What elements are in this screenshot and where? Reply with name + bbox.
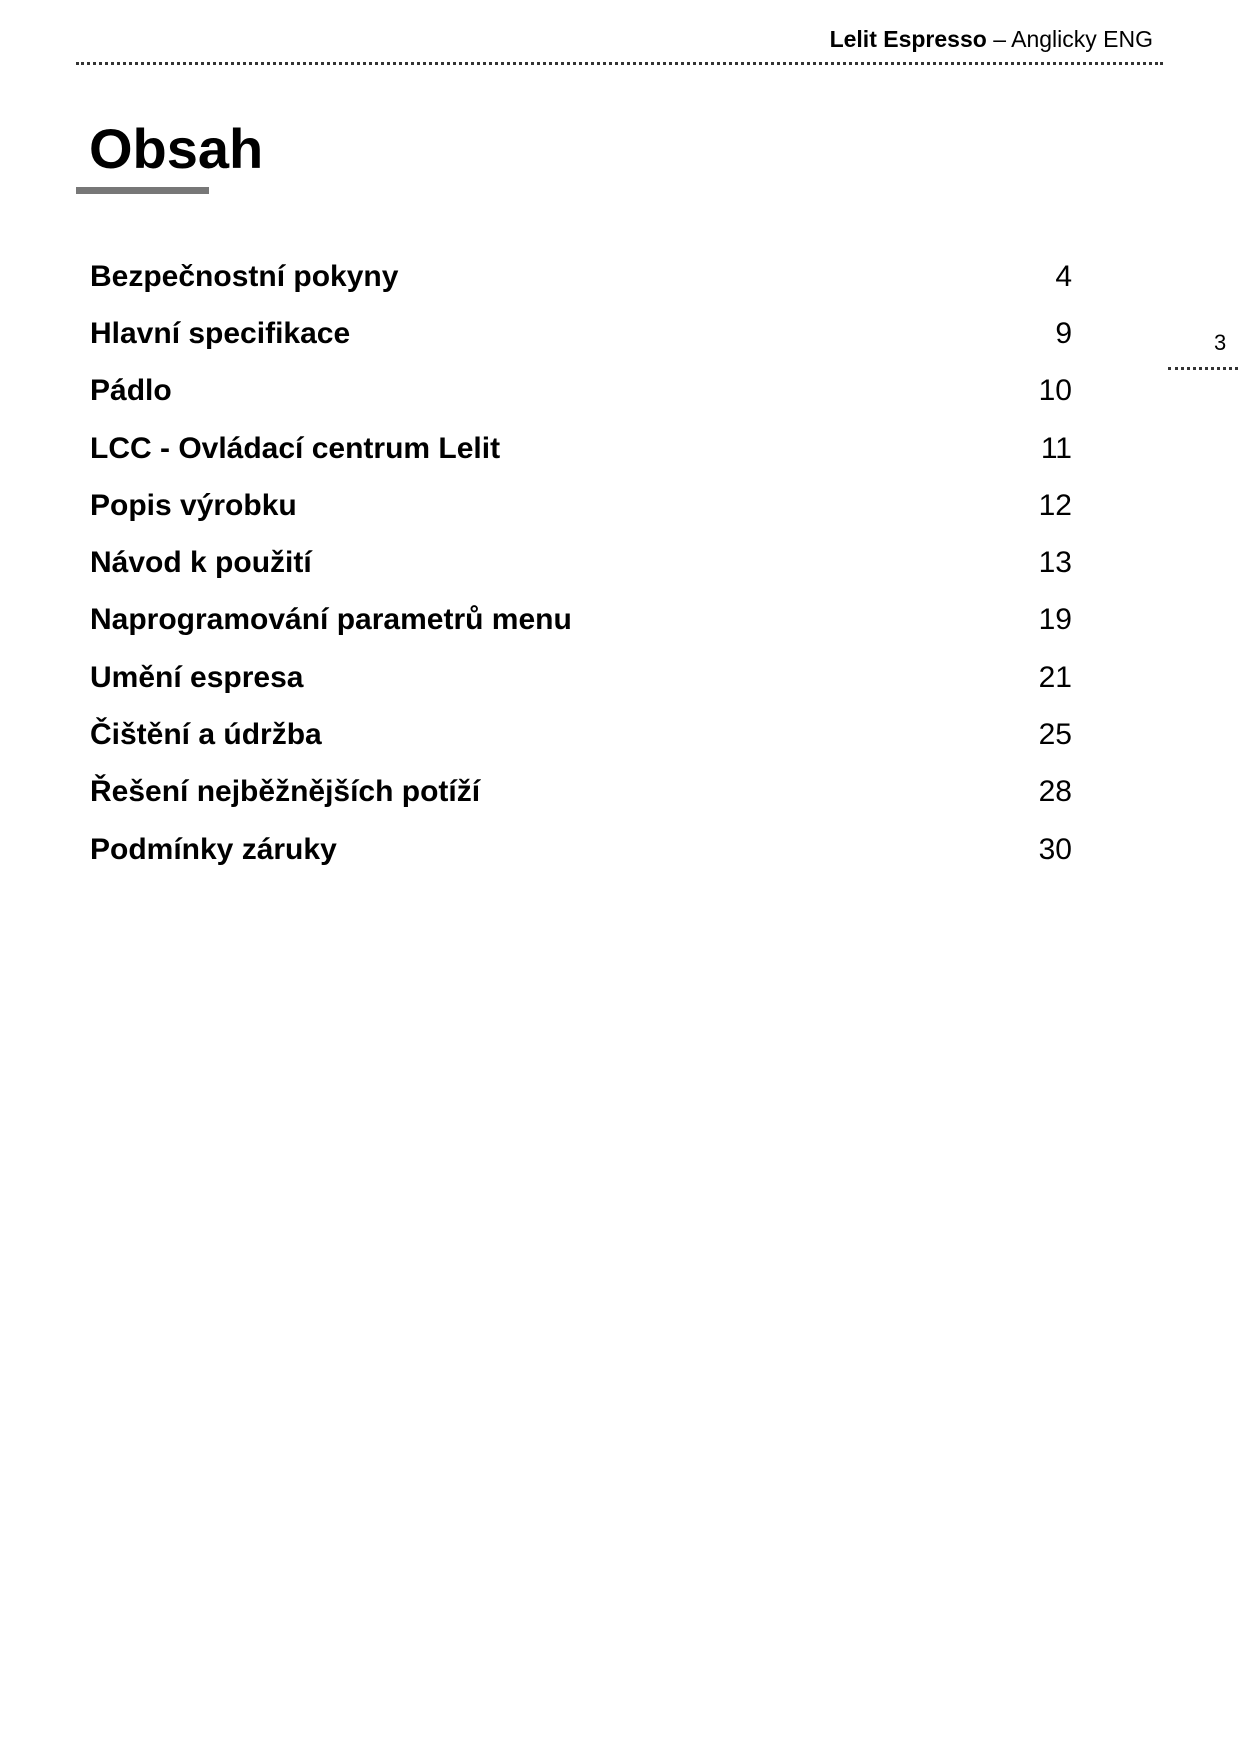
page-title: Obsah: [89, 117, 264, 180]
toc-title: Pádlo: [90, 374, 172, 408]
toc-title: Naprogramování parametrů menu: [90, 603, 572, 637]
toc-page: 28: [1038, 775, 1072, 809]
title-underline: [76, 187, 209, 194]
header-language: Anglicky ENG: [1011, 26, 1153, 52]
running-header: Lelit Espresso – Anglicky ENG: [830, 26, 1153, 53]
toc-page: 9: [1055, 316, 1072, 350]
toc-title: Umění espresa: [90, 660, 304, 694]
page-number-divider: [1168, 367, 1238, 370]
toc-page: 21: [1038, 660, 1072, 694]
toc-title: Řešení nejběžnějších potíží: [90, 775, 481, 809]
toc-entry[interactable]: Bezpečnostní pokyny 4: [90, 248, 1072, 305]
toc-title: Čištění a údržba: [90, 718, 322, 752]
toc-page: 13: [1038, 546, 1072, 580]
toc-page: 11: [1040, 431, 1072, 465]
header-divider: [76, 62, 1163, 65]
toc-entry[interactable]: Řešení nejběžnějších potíží 28: [90, 764, 1072, 821]
header-brand: Lelit Espresso: [829, 26, 987, 52]
toc-page: 30: [1038, 832, 1072, 866]
toc-entry[interactable]: LCC - Ovládací centrum Lelit 11: [90, 420, 1072, 477]
toc-page: 4: [1055, 259, 1072, 293]
page-number: 3: [1214, 330, 1227, 355]
toc-title: LCC - Ovládací centrum Lelit: [90, 431, 501, 465]
toc-title: Návod k použití: [90, 546, 312, 580]
header-separator: –: [986, 26, 1012, 52]
toc-page: 25: [1038, 718, 1072, 752]
toc-page: 10: [1038, 374, 1072, 408]
toc-entry[interactable]: Pádlo 10: [90, 363, 1072, 420]
toc-title: Popis výrobku: [90, 488, 297, 522]
toc-page: 19: [1038, 603, 1072, 637]
toc-title: Bezpečnostní pokyny: [90, 259, 399, 293]
toc-title: Podmínky záruky: [90, 832, 337, 866]
toc-entry[interactable]: Popis výrobku 12: [90, 477, 1072, 534]
toc-entry[interactable]: Návod k použití 13: [90, 534, 1072, 591]
toc-entry[interactable]: Podmínky záruky 30: [90, 821, 1072, 878]
toc-entry[interactable]: Čištění a údržba 25: [90, 706, 1072, 763]
toc-page: 12: [1038, 488, 1072, 522]
toc-entry[interactable]: Hlavní specifikace 9: [90, 305, 1072, 362]
table-of-contents: Bezpečnostní pokyny 4 Hlavní specifikace 9…: [90, 248, 1072, 878]
toc-title: Hlavní specifikace: [90, 316, 351, 350]
toc-entry[interactable]: Umění espresa 21: [90, 649, 1072, 706]
toc-entry[interactable]: Naprogramování parametrů menu 19: [90, 592, 1072, 649]
